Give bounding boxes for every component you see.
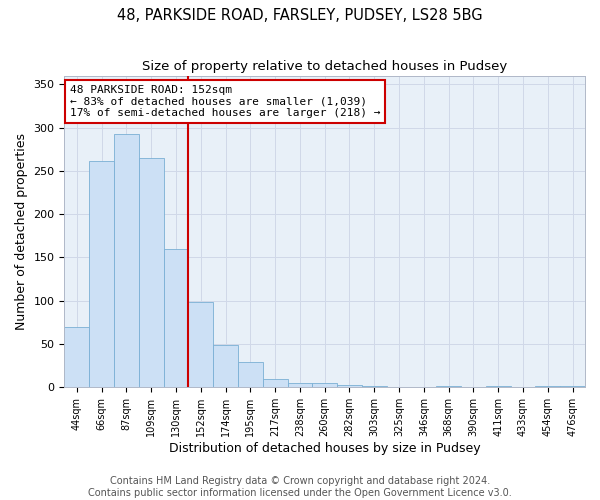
Bar bbox=[114, 134, 139, 388]
Bar bbox=[89, 162, 114, 388]
Text: Contains HM Land Registry data © Crown copyright and database right 2024.
Contai: Contains HM Land Registry data © Crown c… bbox=[88, 476, 512, 498]
Bar bbox=[486, 386, 511, 388]
Bar bbox=[535, 386, 560, 388]
Bar bbox=[337, 384, 362, 388]
Bar bbox=[139, 158, 164, 388]
Bar bbox=[436, 386, 461, 388]
Bar bbox=[313, 383, 337, 388]
Bar bbox=[287, 383, 313, 388]
Bar bbox=[188, 302, 213, 388]
Text: 48 PARKSIDE ROAD: 152sqm
← 83% of detached houses are smaller (1,039)
17% of sem: 48 PARKSIDE ROAD: 152sqm ← 83% of detach… bbox=[70, 85, 380, 118]
X-axis label: Distribution of detached houses by size in Pudsey: Distribution of detached houses by size … bbox=[169, 442, 481, 455]
Bar bbox=[164, 249, 188, 388]
Bar bbox=[362, 386, 386, 388]
Bar bbox=[560, 386, 585, 388]
Bar bbox=[213, 345, 238, 388]
Title: Size of property relative to detached houses in Pudsey: Size of property relative to detached ho… bbox=[142, 60, 508, 73]
Text: 48, PARKSIDE ROAD, FARSLEY, PUDSEY, LS28 5BG: 48, PARKSIDE ROAD, FARSLEY, PUDSEY, LS28… bbox=[117, 8, 483, 22]
Y-axis label: Number of detached properties: Number of detached properties bbox=[15, 133, 28, 330]
Bar bbox=[238, 362, 263, 388]
Bar bbox=[263, 378, 287, 388]
Bar bbox=[64, 326, 89, 388]
